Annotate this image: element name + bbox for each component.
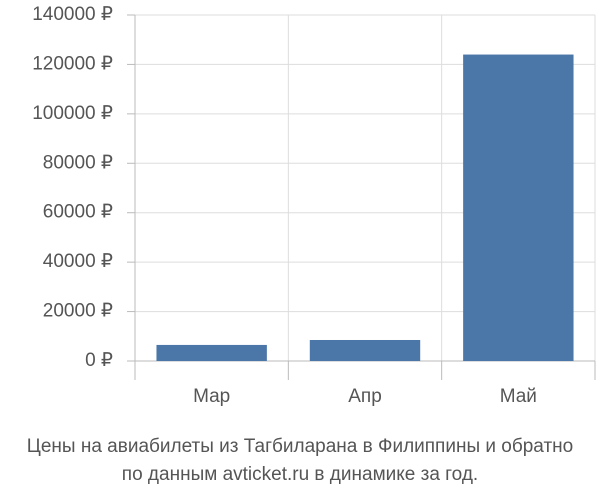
chart-subtitle: по данным avticket.ru в динамике за год. <box>122 464 478 485</box>
y-tick-label: 60000 ₽ <box>43 202 113 223</box>
y-tick-label: 0 ₽ <box>85 350 113 371</box>
bar <box>309 339 421 361</box>
x-tick-label: Мар <box>193 386 230 407</box>
chart-title: Цены на авиабилеты из Тагбиларана в Фили… <box>27 436 573 457</box>
y-tick-label: 100000 ₽ <box>32 103 113 124</box>
x-tick-label: Май <box>500 386 537 407</box>
y-tick-label: 40000 ₽ <box>43 251 113 272</box>
y-tick-label: 140000 ₽ <box>32 4 113 25</box>
y-tick-label: 80000 ₽ <box>43 152 113 173</box>
bar <box>156 344 267 361</box>
y-tick-label: 20000 ₽ <box>43 301 113 322</box>
bar <box>463 54 574 362</box>
y-tick-label: 120000 ₽ <box>32 53 113 74</box>
x-tick-label: Апр <box>348 386 382 407</box>
